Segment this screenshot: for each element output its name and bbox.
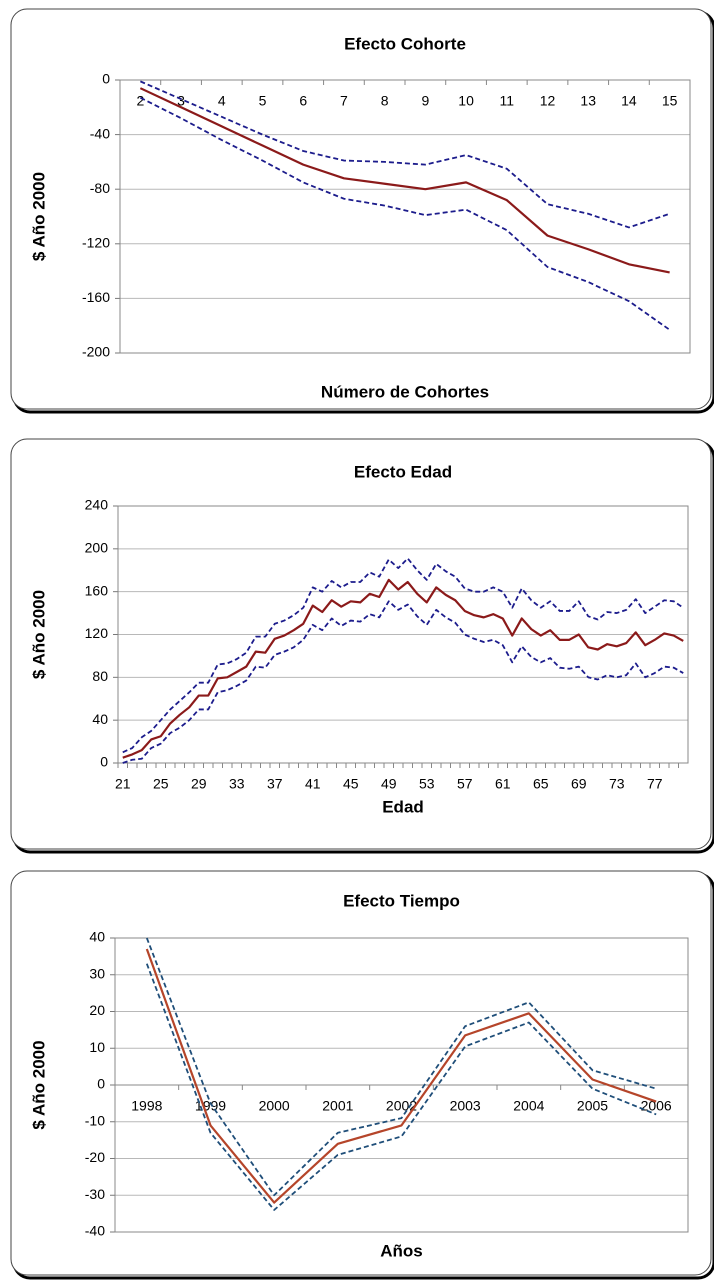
x-tick-label: 8: [381, 93, 389, 109]
x-tick-label: 2001: [322, 1098, 353, 1114]
x-tick-label: 2000: [259, 1098, 290, 1114]
x-tick-label: 6: [299, 93, 307, 109]
y-tick-label: -160: [82, 289, 110, 305]
panel: [10, 438, 714, 854]
effect-line: [139, 87, 670, 274]
x-tick-label: 4: [218, 93, 226, 109]
x-tick-label: 77: [647, 776, 663, 792]
x-tick-label: 1998: [131, 1098, 162, 1114]
y-axis-label: $ Año 2000: [29, 1040, 48, 1129]
y-tick-label: 120: [85, 625, 109, 641]
y-tick-label: -200: [82, 344, 110, 360]
y-tick-label: -40: [85, 1223, 105, 1239]
y-tick-label: 160: [85, 582, 109, 598]
chart-title: Efecto Tiempo: [343, 891, 460, 910]
y-tick-label: 80: [92, 668, 108, 684]
y-tick-label: 40: [92, 711, 108, 727]
y-tick-label: 200: [85, 540, 109, 556]
x-tick-label: 2006: [641, 1098, 672, 1114]
band-line: [140, 80, 670, 229]
x-tick-label: 57: [457, 776, 473, 792]
x-axis-label: Años: [380, 1241, 423, 1260]
x-tick-label: 3: [177, 93, 185, 109]
x-tick-label: 10: [458, 93, 474, 109]
x-tick-label: 15: [662, 93, 678, 109]
effect-line: [122, 578, 684, 759]
x-tick-label: 12: [540, 93, 556, 109]
x-tick-label: 49: [381, 776, 397, 792]
x-tick-label: 69: [571, 776, 587, 792]
x-tick-label: 53: [419, 776, 435, 792]
x-tick-label: 29: [191, 776, 207, 792]
band-line: [139, 96, 671, 331]
x-tick-label: 5: [259, 93, 267, 109]
chart-title: Efecto Edad: [354, 462, 452, 481]
x-tick-label: 7: [340, 93, 348, 109]
y-axis-label: $ Año 2000: [29, 172, 48, 261]
y-tick-label: 20: [89, 1002, 105, 1018]
y-tick-label: -30: [85, 1186, 105, 1202]
y-tick-label: -40: [90, 125, 110, 141]
y-tick-label: 10: [89, 1039, 105, 1055]
x-tick-label: 65: [533, 776, 549, 792]
y-tick-label: 30: [89, 965, 105, 981]
x-tick-label: 25: [153, 776, 169, 792]
y-tick-label: -80: [90, 180, 110, 196]
x-tick-label: 2002: [386, 1098, 417, 1114]
x-tick-label: 9: [421, 93, 429, 109]
panel: [10, 8, 714, 414]
y-tick-label: 40: [89, 929, 105, 945]
x-tick-label: 73: [609, 776, 625, 792]
effect-line: [145, 948, 657, 1204]
x-tick-label: 2003: [450, 1098, 481, 1114]
x-tick-label: 1999: [195, 1098, 226, 1114]
y-axis-label: $ Año 2000: [29, 590, 48, 679]
y-tick-label: -120: [82, 235, 110, 251]
x-axis-label: Número de Cohortes: [321, 382, 489, 401]
y-tick-label: 0: [97, 1076, 105, 1092]
x-tick-label: 13: [580, 93, 596, 109]
x-tick-label: 45: [343, 776, 359, 792]
x-tick-label: 41: [305, 776, 321, 792]
x-tick-label: 37: [267, 776, 283, 792]
band-line: [122, 557, 684, 754]
x-tick-label: 61: [495, 776, 511, 792]
x-axis-label: Edad: [382, 797, 424, 816]
x-tick-label: 2: [136, 93, 144, 109]
x-tick-label: 11: [500, 93, 515, 109]
y-tick-label: 0: [100, 754, 108, 770]
x-tick-label: 33: [229, 776, 245, 792]
y-tick-label: 0: [102, 71, 110, 87]
panel: [10, 870, 714, 1280]
y-tick-label: -20: [85, 1149, 105, 1165]
band-line: [122, 600, 684, 764]
x-tick-label: 2004: [513, 1098, 544, 1114]
chart-title: Efecto Cohorte: [344, 34, 466, 53]
y-tick-label: 240: [85, 497, 109, 513]
x-tick-label: 14: [621, 93, 637, 109]
y-tick-label: -10: [85, 1112, 105, 1128]
band-line: [145, 937, 657, 1197]
x-tick-label: 2005: [577, 1098, 608, 1114]
x-tick-label: 21: [115, 776, 131, 792]
